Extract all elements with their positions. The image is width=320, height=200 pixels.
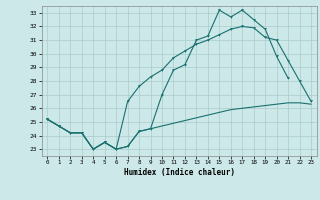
X-axis label: Humidex (Indice chaleur): Humidex (Indice chaleur)	[124, 168, 235, 177]
